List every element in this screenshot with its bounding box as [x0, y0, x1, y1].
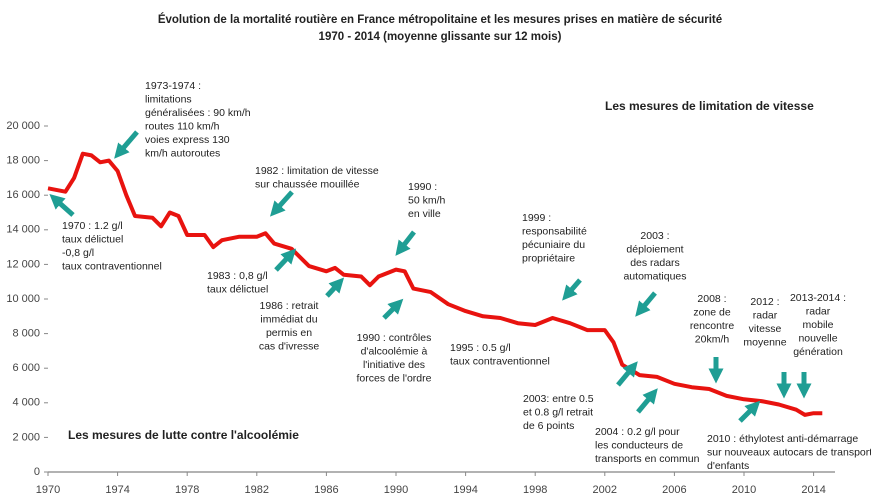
chart-subtitle: 1970 - 2014 (moyenne glissante sur 12 mo…: [319, 31, 562, 43]
annotation: 2010 : éthylotest anti-démarrage: [707, 433, 858, 445]
annotation: km/h autoroutes: [145, 147, 220, 159]
annotation: d'enfants: [707, 460, 749, 472]
arrow: [636, 388, 658, 414]
x-tick-label: 2002: [593, 484, 617, 495]
annotation: 20km/h: [695, 333, 730, 345]
y-tick-label: 20 000: [6, 120, 40, 132]
annotation: de 6 points: [523, 420, 574, 432]
annotation: cas d'ivresse: [259, 340, 320, 352]
arrow: [274, 248, 297, 272]
arrow: [562, 278, 582, 301]
annotation: les conducteurs de: [595, 439, 683, 451]
annotation: forces de l'ordre: [357, 372, 432, 384]
annotation: généralisées : 90 km/h: [145, 107, 251, 119]
annotation: 1983 : 0,8 g/l: [207, 270, 268, 282]
annotation: 1990 :: [408, 181, 437, 193]
annotation: responsabilité: [522, 225, 587, 237]
annotation: 2004 : 0.2 g/l pour: [595, 426, 680, 438]
annotation: sur chaussée mouillée: [255, 178, 360, 190]
arrow: [738, 400, 761, 423]
annotation: taux délictuel: [62, 233, 123, 245]
y-tick-label: 16 000: [6, 189, 40, 201]
x-tick-label: 1998: [523, 484, 547, 495]
annotation: vitesse: [749, 323, 782, 335]
annotation: 1982 : limitation de vitesse: [255, 165, 379, 177]
annotation: en ville: [408, 208, 441, 220]
annotation: 50 km/h: [408, 194, 446, 206]
annotation: 2008 :: [697, 293, 726, 305]
annotation: taux délictuel: [207, 283, 268, 295]
x-tick-label: 2006: [662, 484, 686, 495]
annotation: radar: [806, 305, 831, 317]
annotation: 2003: entre 0.5: [523, 393, 594, 405]
arrow: [325, 277, 345, 298]
annotation: 2003 :: [640, 230, 669, 242]
y-tick-label: 14 000: [6, 224, 40, 236]
annotation: transports en commun: [595, 453, 700, 465]
arrow: [269, 190, 294, 217]
annotation: 1990 : contrôles: [357, 332, 432, 344]
annotation: taux contraventionnel: [450, 355, 550, 367]
annotation: 1995 : 0.5 g/l: [450, 342, 511, 354]
x-tick-label: 1974: [105, 484, 129, 495]
y-tick-label: 18 000: [6, 155, 40, 167]
annotation: limitations: [145, 93, 192, 105]
annotation: pécuniaire du: [522, 239, 585, 251]
annotation: automatiques: [623, 270, 686, 282]
annotation: déploiement: [626, 243, 683, 255]
annotation: moyenne: [743, 336, 786, 348]
annotation: des radars: [630, 257, 680, 269]
annotation: génération: [793, 346, 843, 358]
arrow: [49, 194, 75, 217]
annotation: 1986 : retrait: [260, 300, 319, 312]
annotation: 1999 :: [522, 212, 551, 224]
y-tick-label: 8 000: [12, 328, 40, 340]
x-tick-label: 1986: [314, 484, 338, 495]
annotation: et 0.8 g/l retrait: [523, 406, 593, 418]
annotation: mobile: [803, 319, 834, 331]
x-tick-label: 1970: [36, 484, 60, 495]
line-series: [47, 151, 823, 417]
y-tick-label: 10 000: [6, 293, 40, 305]
x-tick-label: 1982: [245, 484, 269, 495]
annotation: rencontre: [690, 320, 735, 332]
y-tick-label: 2 000: [12, 431, 40, 443]
arrow: [616, 361, 638, 387]
arrow: [114, 130, 139, 159]
arrow: [635, 291, 657, 317]
y-tick-label: 6 000: [12, 362, 40, 374]
annotation: 1970 : 1.2 g/l: [62, 220, 123, 232]
annotation: immédiat du: [260, 313, 317, 325]
chart-title: Évolution de la mortalité routière en Fr…: [158, 13, 722, 26]
annotation: l'initiative des: [363, 359, 425, 371]
annotation: nouvelle: [798, 332, 837, 344]
x-tick-label: 1978: [175, 484, 199, 495]
arrow: [395, 230, 416, 256]
annotation: zone de: [693, 306, 731, 318]
annotation: radar: [753, 309, 778, 321]
annotation: 2013-2014 :: [790, 292, 846, 304]
annotation: routes 110 km/h: [145, 120, 220, 132]
arrow: [382, 298, 404, 320]
annotation: voies express 130: [145, 134, 230, 146]
x-tick-label: 1990: [384, 484, 408, 495]
y-tick-label: 0: [34, 466, 40, 478]
y-tick-label: 4 000: [12, 397, 40, 409]
x-tick-label: 2010: [732, 484, 756, 495]
annotation: propriétaire: [522, 252, 575, 264]
annotation: sur nouveaux autocars de transports: [707, 446, 871, 458]
heading: Les mesures de lutte contre l'alcoolémie: [68, 428, 299, 442]
annotation: 2012 :: [750, 296, 779, 308]
annotation: 1973-1974 :: [145, 80, 201, 92]
x-tick-label: 1994: [453, 484, 477, 495]
annotation: permis en: [266, 327, 312, 339]
x-tick-label: 2014: [801, 484, 825, 495]
annotation: d'alcoolémie à: [361, 345, 428, 357]
y-tick-label: 12 000: [6, 258, 40, 270]
annotation: -0,8 g/l: [62, 247, 94, 259]
annotation: taux contraventionnel: [62, 260, 162, 272]
heading: Les mesures de limitation de vitesse: [605, 99, 814, 113]
